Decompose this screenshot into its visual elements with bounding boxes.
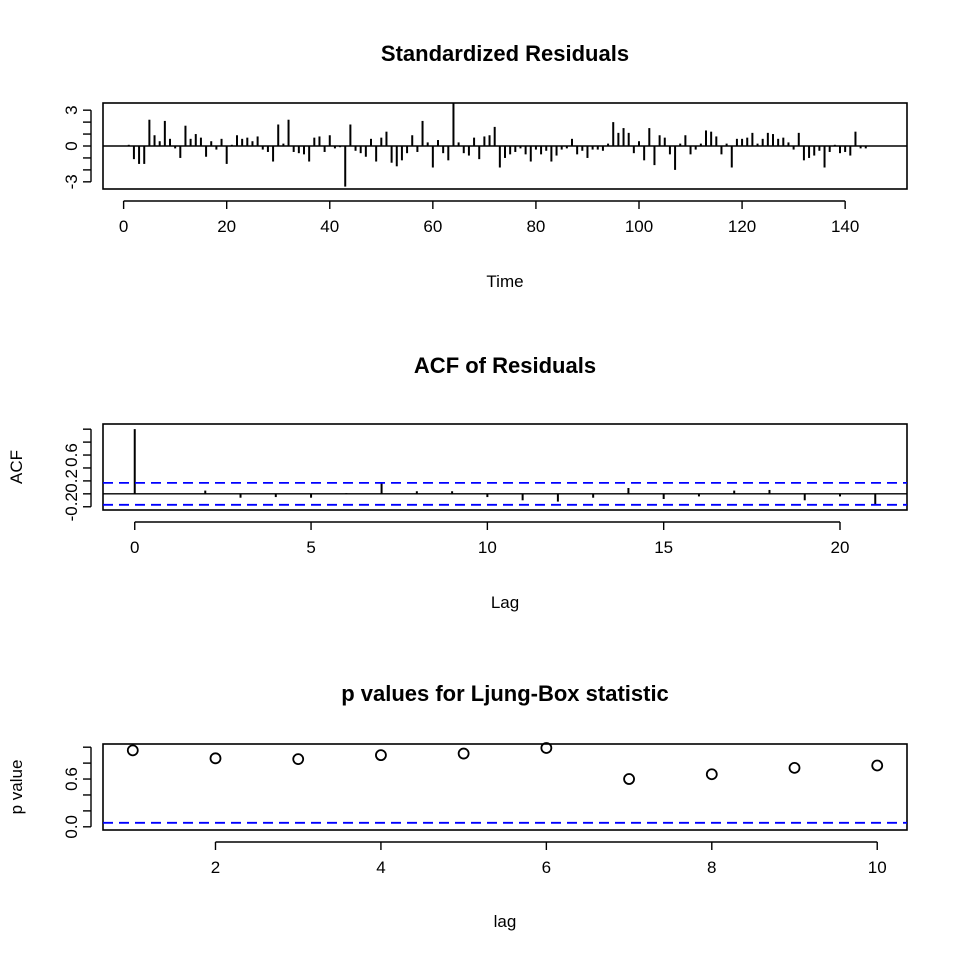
p-value-point xyxy=(126,744,139,757)
p-value-point xyxy=(623,773,635,785)
x-tick-label: 4 xyxy=(376,858,385,877)
x-tick-label: 100 xyxy=(625,217,653,236)
panel1-title: Standardized Residuals xyxy=(381,41,629,66)
p-value-point xyxy=(375,749,387,762)
panel2-spikes xyxy=(103,429,907,506)
panel2-xlabel: Lag xyxy=(491,593,519,612)
y-tick-label: 3 xyxy=(62,105,81,114)
x-tick-label: 120 xyxy=(728,217,756,236)
panel2-axes: 0 5 10 15 20 -0.20.2 0.6 xyxy=(62,428,850,557)
x-tick-label: 60 xyxy=(423,217,442,236)
x-tick-label: 20 xyxy=(217,217,236,236)
panel3-plot-frame xyxy=(102,743,908,831)
panel3-ylabel: p value xyxy=(7,760,26,815)
x-tick-label: 2 xyxy=(211,858,220,877)
x-tick-label: 15 xyxy=(654,538,673,557)
panel1-spikes xyxy=(103,103,907,187)
y-tick-label: 0.6 xyxy=(62,767,81,791)
x-tick-label: 5 xyxy=(306,538,315,557)
panel3-xlabel: lag xyxy=(494,912,517,931)
x-tick-label: 8 xyxy=(707,858,716,877)
x-tick-label: 80 xyxy=(526,217,545,236)
p-value-point xyxy=(209,752,222,765)
p-value-point xyxy=(871,759,884,772)
panel2-plot-frame xyxy=(102,423,908,511)
y-tick-label: 0.2 xyxy=(62,469,81,493)
x-tick-label: 6 xyxy=(542,858,551,877)
panel2-ylabel: ACF xyxy=(7,450,26,484)
p-value-point xyxy=(788,761,801,774)
y-tick-label: -0.2 xyxy=(62,492,81,521)
y-tick-label: -3 xyxy=(62,174,81,189)
x-tick-label: 0 xyxy=(119,217,128,236)
panel-ljung-box: p values for Ljung-Box statistic 2 4 6 8 10 0… xyxy=(7,681,908,931)
x-tick-label: 20 xyxy=(831,538,850,557)
panel1-axes: 0 20 40 60 80 100 120 140 -3 0 3 xyxy=(62,105,859,236)
panel1-xlabel: Time xyxy=(486,272,523,291)
y-tick-label: 0 xyxy=(62,141,81,150)
x-tick-label: 0 xyxy=(130,538,139,557)
panel3-title: p values for Ljung-Box statistic xyxy=(341,681,669,706)
x-tick-label: 10 xyxy=(478,538,497,557)
x-tick-label: 140 xyxy=(831,217,859,236)
p-value-point xyxy=(540,742,553,754)
p-value-point xyxy=(457,747,470,760)
x-tick-label: 10 xyxy=(868,858,887,877)
p-value-point xyxy=(292,753,305,766)
p-value-point xyxy=(705,768,718,781)
x-tick-label: 40 xyxy=(320,217,339,236)
y-tick-label: 0.6 xyxy=(62,443,81,467)
panel3-points xyxy=(103,742,907,824)
panel3-axes: 2 4 6 8 10 0.0 0.6 xyxy=(62,746,887,877)
panel-acf-residuals: ACF of Residuals 0 5 10 15 20-0.20.20.6 Lag … xyxy=(7,353,908,612)
panel-standardized-residuals: Standardized Residuals 0 20 40 60 80 100 120 14… xyxy=(62,41,908,291)
y-tick-label: 0.0 xyxy=(62,815,81,839)
panel2-title: ACF of Residuals xyxy=(414,353,596,378)
